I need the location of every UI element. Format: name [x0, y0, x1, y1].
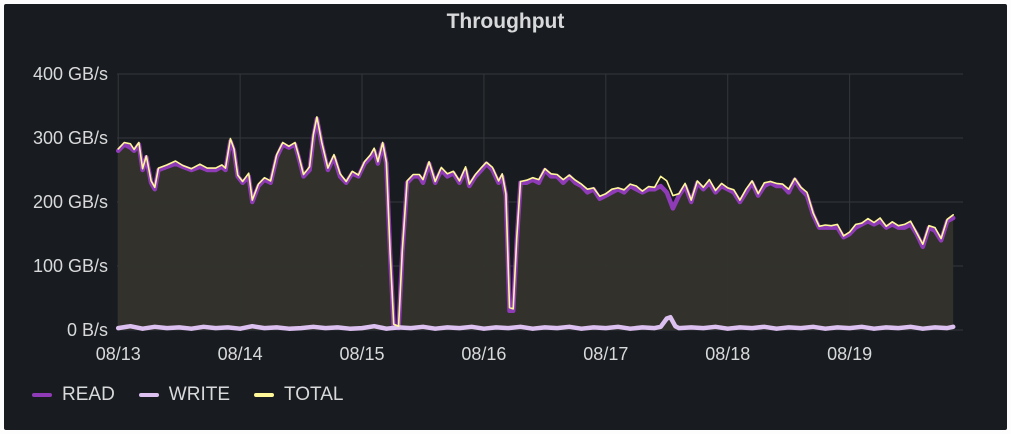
y-tick-label: 200 GB/s	[33, 192, 108, 212]
legend-label: WRITE	[168, 384, 231, 405]
legend-label: READ	[62, 384, 115, 405]
legend-swatch-icon	[254, 393, 275, 397]
legend-swatch-icon	[138, 393, 159, 397]
series-group	[115, 116, 956, 331]
y-tick-label: 400 GB/s	[33, 64, 108, 84]
y-tick-label: 100 GB/s	[33, 256, 108, 276]
legend-swatch-icon	[32, 393, 52, 397]
x-tick-label: 08/13	[96, 344, 141, 364]
x-tick-label: 08/16	[461, 344, 506, 364]
x-axis-labels: 08/13 08/14 08/15 08/16 08/17 08/18 08/19	[96, 344, 872, 364]
x-tick-label: 08/18	[705, 344, 750, 364]
write-series-line[interactable]	[115, 314, 956, 331]
total-series-line[interactable]	[117, 116, 954, 327]
legend-item-write[interactable]: WRITE	[138, 384, 231, 406]
y-tick-label: 0 B/s	[67, 320, 108, 340]
x-tick-label: 08/14	[218, 344, 263, 364]
read-area-fill	[118, 118, 954, 330]
throughput-panel: Throughput 0 B/s 100 GB/s 200 GB/s 300 GB/s…	[4, 4, 1007, 430]
x-tick-label: 08/17	[583, 344, 628, 364]
legend-item-read[interactable]: READ	[32, 384, 115, 406]
y-tick-label: 300 GB/s	[33, 128, 108, 148]
throughput-chart[interactable]: 0 B/s 100 GB/s 200 GB/s 300 GB/s 400 GB/s 08…	[4, 4, 1007, 374]
legend: READ WRITE TOTAL	[32, 384, 368, 406]
panel-title[interactable]: Throughput	[446, 10, 565, 33]
y-axis-labels: 0 B/s 100 GB/s 200 GB/s 300 GB/s 400 GB/s	[33, 64, 108, 340]
legend-item-total[interactable]: TOTAL	[254, 384, 344, 406]
x-tick-label: 08/15	[339, 344, 384, 364]
legend-label: TOTAL	[284, 384, 344, 405]
x-tick-label: 08/19	[827, 344, 872, 364]
